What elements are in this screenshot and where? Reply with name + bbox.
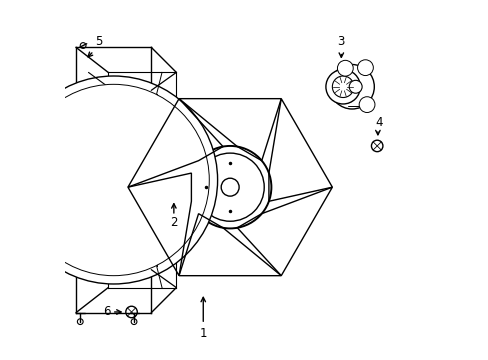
Circle shape (125, 306, 137, 318)
Text: 1: 1 (199, 327, 206, 340)
Circle shape (196, 153, 264, 221)
Circle shape (77, 319, 83, 324)
Ellipse shape (10, 76, 217, 284)
Ellipse shape (18, 84, 209, 276)
Circle shape (325, 69, 360, 104)
Circle shape (221, 178, 239, 196)
Text: 2: 2 (169, 216, 177, 229)
Circle shape (80, 42, 86, 48)
Text: 6: 6 (102, 306, 110, 319)
Text: 5: 5 (95, 35, 103, 49)
Circle shape (371, 140, 382, 152)
Circle shape (337, 60, 352, 76)
Circle shape (188, 146, 271, 228)
Circle shape (348, 80, 362, 93)
Circle shape (332, 76, 353, 98)
Circle shape (359, 97, 374, 113)
Text: 3: 3 (337, 35, 345, 49)
Circle shape (168, 200, 179, 212)
Circle shape (131, 319, 137, 324)
Circle shape (357, 60, 372, 76)
Circle shape (329, 64, 373, 109)
Text: 4: 4 (374, 116, 382, 129)
